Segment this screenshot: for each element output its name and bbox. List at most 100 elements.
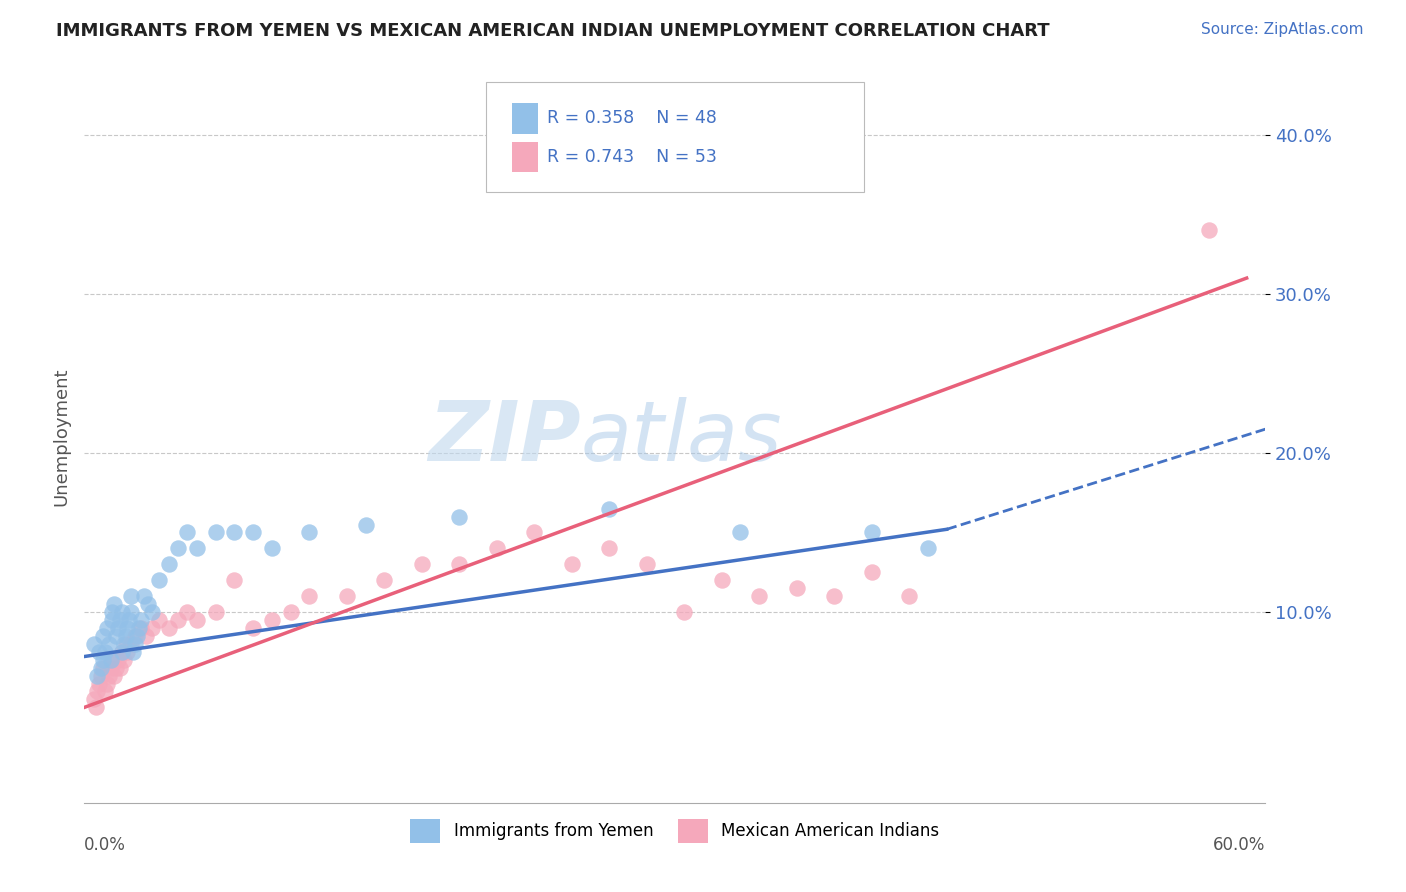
Point <box>823 589 845 603</box>
Point <box>90 668 112 682</box>
Point <box>117 621 139 635</box>
Point <box>117 645 139 659</box>
Point <box>411 558 433 572</box>
Point <box>108 660 131 674</box>
Point <box>91 653 114 667</box>
Point <box>107 621 129 635</box>
Point <box>120 589 142 603</box>
Point <box>204 525 226 540</box>
FancyBboxPatch shape <box>486 82 863 192</box>
Point <box>90 660 112 674</box>
Point <box>125 629 148 643</box>
Point <box>141 621 163 635</box>
Point <box>100 653 122 667</box>
Point <box>186 613 208 627</box>
Point <box>1198 223 1220 237</box>
Point <box>157 621 180 635</box>
Point <box>91 629 114 643</box>
Point <box>111 645 134 659</box>
Point <box>748 589 770 603</box>
Point <box>100 660 122 674</box>
Point <box>141 605 163 619</box>
Point <box>354 517 377 532</box>
Point <box>260 613 283 627</box>
Text: IMMIGRANTS FROM YEMEN VS MEXICAN AMERICAN INDIAN UNEMPLOYMENT CORRELATION CHART: IMMIGRANTS FROM YEMEN VS MEXICAN AMERICA… <box>56 22 1050 40</box>
Point <box>124 637 146 651</box>
Point <box>786 581 808 595</box>
Point <box>148 573 170 587</box>
Point <box>186 541 208 556</box>
Point <box>135 629 157 643</box>
Text: 60.0%: 60.0% <box>1213 836 1265 854</box>
Point <box>598 541 620 556</box>
Point <box>122 645 145 659</box>
Point <box>242 621 264 635</box>
Point <box>114 637 136 651</box>
Point <box>176 605 198 619</box>
Point <box>105 660 128 674</box>
Point <box>86 684 108 698</box>
Point <box>86 668 108 682</box>
Point <box>157 558 180 572</box>
Point <box>97 637 120 651</box>
Text: 0.0%: 0.0% <box>84 836 127 854</box>
Point <box>373 573 395 587</box>
Point <box>730 525 752 540</box>
Point <box>101 605 124 619</box>
Point <box>103 597 125 611</box>
Y-axis label: Unemployment: Unemployment <box>52 368 70 507</box>
Point <box>128 621 150 635</box>
Point <box>83 692 105 706</box>
Point <box>167 541 190 556</box>
Point <box>298 589 321 603</box>
Point <box>298 525 321 540</box>
Point <box>94 645 117 659</box>
Point <box>860 525 883 540</box>
Point <box>561 558 583 572</box>
Point <box>124 629 146 643</box>
Point <box>107 653 129 667</box>
Point <box>111 605 134 619</box>
Point <box>598 501 620 516</box>
Point <box>224 525 246 540</box>
Point <box>148 613 170 627</box>
Point <box>97 668 120 682</box>
Point <box>167 613 190 627</box>
Point <box>204 605 226 619</box>
Point <box>129 621 152 635</box>
Point <box>84 700 107 714</box>
Point <box>96 621 118 635</box>
Point <box>636 558 658 572</box>
Point <box>523 525 546 540</box>
Point <box>101 653 124 667</box>
Point <box>103 668 125 682</box>
Point <box>860 566 883 580</box>
Point <box>917 541 939 556</box>
Point <box>120 637 142 651</box>
Point <box>118 613 141 627</box>
Point <box>89 645 111 659</box>
Text: ZIP: ZIP <box>427 397 581 477</box>
Point <box>336 589 359 603</box>
Point <box>176 525 198 540</box>
Point <box>91 660 114 674</box>
Point <box>673 605 696 619</box>
Point <box>94 684 117 698</box>
Point <box>114 629 136 643</box>
Point <box>485 541 508 556</box>
Point <box>83 637 105 651</box>
Point <box>112 653 135 667</box>
FancyBboxPatch shape <box>512 142 538 172</box>
Point <box>136 597 159 611</box>
Point <box>101 613 124 627</box>
Point <box>105 629 128 643</box>
Point <box>96 676 118 690</box>
Text: R = 0.358    N = 48: R = 0.358 N = 48 <box>547 109 717 128</box>
Point <box>280 605 302 619</box>
Point <box>134 589 156 603</box>
Point <box>108 613 131 627</box>
Point <box>111 645 134 659</box>
Legend: Immigrants from Yemen, Mexican American Indians: Immigrants from Yemen, Mexican American … <box>404 813 946 849</box>
Point <box>112 637 135 651</box>
Point <box>449 509 471 524</box>
